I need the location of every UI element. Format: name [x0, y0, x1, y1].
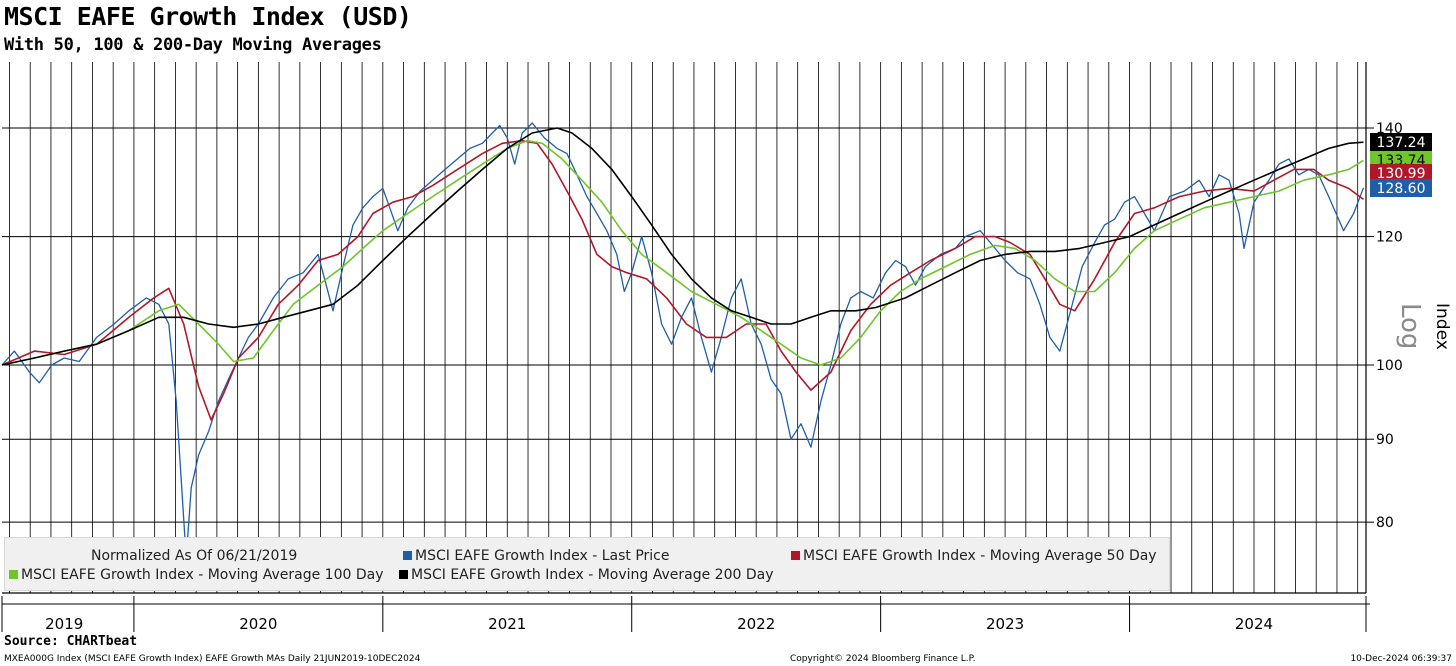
legend-item-last-price: MSCI EAFE Growth Index - Last Price: [403, 548, 669, 564]
last-value-tag: 137.24: [1377, 135, 1426, 151]
chart-subtitle: With 50, 100 & 200-Day Moving Averages: [4, 35, 382, 55]
series-line-last-price: [1, 122, 1365, 559]
legend-item-ma100: MSCI EAFE Growth Index - Moving Average …: [9, 567, 384, 583]
last-value-tag-bg: [1370, 133, 1432, 151]
last-value-tag-bg: [1370, 179, 1432, 197]
footer-index-note: MXEA000G Index (MSCI EAFE Growth Index) …: [4, 654, 421, 664]
series-line-ma100: [1, 139, 1364, 366]
legend-swatch-ma200: [399, 570, 408, 579]
series-line-ma200: [1, 127, 1364, 366]
y-tick-label: 90: [1376, 432, 1394, 448]
legend-item-ma50: MSCI EAFE Growth Index - Moving Average …: [791, 548, 1157, 564]
legend-item-ma200: MSCI EAFE Growth Index - Moving Average …: [399, 567, 774, 583]
y-scale-label: Log: [1395, 303, 1425, 349]
last-value-tag-bg: [1370, 164, 1432, 182]
y-tick-label: 80: [1376, 515, 1394, 531]
legend-swatch-last-price: [403, 551, 412, 560]
x-year-label: 2021: [488, 615, 526, 633]
x-year-label: 2019: [45, 615, 83, 633]
legend-swatch-ma100: [9, 570, 18, 579]
last-value-tag: 128.60: [1377, 181, 1426, 197]
series-line-ma50: [1, 139, 1364, 421]
source-note: Source: CHARTbeat: [4, 634, 138, 649]
x-year-label: 2023: [986, 615, 1024, 633]
footer-copyright: Copyright© 2024 Bloomberg Finance L.P.: [790, 654, 976, 664]
last-value-tag: 130.99: [1377, 166, 1426, 182]
chart-title: MSCI EAFE Growth Index (USD): [4, 2, 412, 31]
legend-normalized-note: Normalized As Of 06/21/2019: [91, 548, 298, 564]
legend-swatch-ma50: [791, 551, 800, 560]
x-year-label: 2024: [1235, 615, 1273, 633]
y-tick-label: 100: [1376, 358, 1403, 374]
y-tick-label: 120: [1376, 230, 1403, 246]
chart-legend: Normalized As Of 06/21/2019 MSCI EAFE Gr…: [4, 537, 1170, 591]
footer-timestamp: 10-Dec-2024 06:39:37: [1350, 654, 1452, 664]
x-year-label: 2022: [737, 615, 775, 633]
legend-label-ma100: MSCI EAFE Growth Index - Moving Average …: [21, 567, 384, 583]
x-year-label: 2020: [239, 615, 277, 633]
y-axis-label: Index: [1432, 303, 1452, 350]
legend-label-last-price: MSCI EAFE Growth Index - Last Price: [415, 548, 670, 564]
legend-label-ma200: MSCI EAFE Growth Index - Moving Average …: [411, 567, 774, 583]
legend-label-ma50: MSCI EAFE Growth Index - Moving Average …: [803, 548, 1157, 564]
